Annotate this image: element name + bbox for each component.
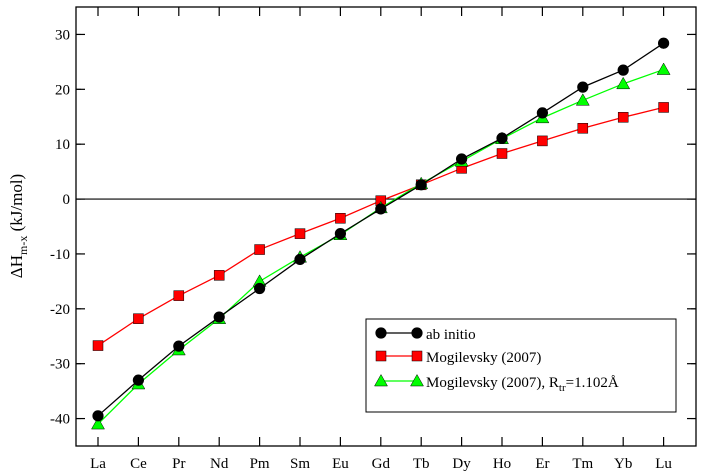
data-point [456, 153, 468, 165]
legend-label-mogilevsky-rtr-main: Mogilevsky (2007), R [426, 375, 559, 391]
ticks-layer: -40 -30 -20 -10 0 10 20 30 La Ce Pr Nd Pm Sm Eu Gd Tb Dy H… [50, 7, 696, 472]
y-tick-label: 30 [55, 27, 70, 43]
legend-marker [411, 327, 423, 339]
data-point [617, 112, 629, 123]
data-point [415, 179, 427, 191]
y-axis-title: ΔHm-x (kJ/mol) [7, 174, 30, 278]
series-mogilevsky-2007 [92, 102, 669, 351]
data-point [213, 270, 225, 281]
y-axis-title-unit: (kJ/mol) [7, 174, 26, 236]
x-tick-label: Dy [452, 456, 471, 472]
data-point [294, 253, 306, 266]
legend-label-mogilevsky-rtr-suffix: =1.102Å [566, 375, 619, 391]
series-layer [91, 37, 671, 430]
data-point [496, 148, 508, 159]
data-point [577, 81, 589, 93]
legend-marker [374, 373, 388, 387]
series-ab-initio [92, 37, 670, 422]
x-tick-label: Sm [290, 456, 310, 472]
legend-marker [375, 327, 387, 339]
data-point [254, 244, 265, 255]
data-point [92, 340, 104, 351]
x-tick-label: Eu [332, 456, 349, 472]
x-tick-label: Ho [493, 456, 511, 472]
x-tick-label: Er [535, 456, 549, 472]
data-point [536, 107, 549, 119]
y-tick-label: -20 [50, 302, 70, 318]
x-tick-label: Tm [572, 456, 593, 472]
data-point [334, 228, 347, 240]
legend-label-mogilevsky-rtr: Mogilevsky (2007), Rtr=1.102Å [426, 375, 619, 394]
x-tick-label: Gd [372, 456, 391, 472]
data-point [496, 132, 508, 144]
legend-label-mogilevsky-rtr-subscript: tr [559, 382, 566, 394]
data-point [294, 228, 306, 239]
x-tick-label: Nd [210, 456, 229, 472]
data-point [92, 410, 104, 422]
data-point [537, 135, 548, 147]
legend-entries [374, 327, 424, 387]
legend-marker [410, 373, 424, 387]
y-tick-label: -40 [50, 412, 70, 428]
data-point [617, 64, 629, 76]
legend-label-ab-initio: ab initio [426, 327, 476, 343]
y-axis-title-subscript: m-x [16, 236, 30, 255]
plot-frame [75, 6, 697, 447]
y-tick-label: -30 [50, 357, 70, 373]
x-tick-label: Pm [250, 456, 270, 472]
data-point [375, 203, 387, 215]
data-point [91, 417, 105, 430]
x-tick-label: Yb [614, 456, 632, 472]
data-point [132, 374, 144, 386]
x-tick-label: Lu [655, 456, 672, 472]
x-tick-label: Tb [413, 456, 430, 472]
data-point [133, 313, 144, 324]
data-point [658, 102, 669, 113]
y-tick-label: 10 [55, 137, 70, 153]
legend-marker [411, 350, 423, 362]
y-tick-label: 20 [55, 82, 70, 98]
legend-marker [375, 350, 387, 362]
y-axis-title-main: ΔH [7, 255, 26, 278]
data-point [575, 93, 590, 106]
data-point [577, 123, 589, 134]
x-tick-label: Ce [130, 456, 147, 472]
data-point [656, 62, 671, 75]
data-point [173, 290, 185, 301]
legend-label-mogilevsky: Mogilevsky (2007) [426, 350, 541, 366]
legend: ab initio Mogilevsky (2007) Mogilevsky (… [365, 318, 677, 413]
x-tick-label: Pr [172, 456, 185, 472]
data-point [213, 311, 225, 323]
y-tick-label: -10 [50, 247, 70, 263]
data-point [616, 76, 631, 90]
data-point [657, 37, 670, 49]
data-point [173, 340, 185, 352]
y-tick-label: 0 [63, 192, 71, 208]
x-tick-label: La [90, 456, 106, 472]
data-point [254, 282, 266, 295]
data-point [335, 213, 346, 224]
